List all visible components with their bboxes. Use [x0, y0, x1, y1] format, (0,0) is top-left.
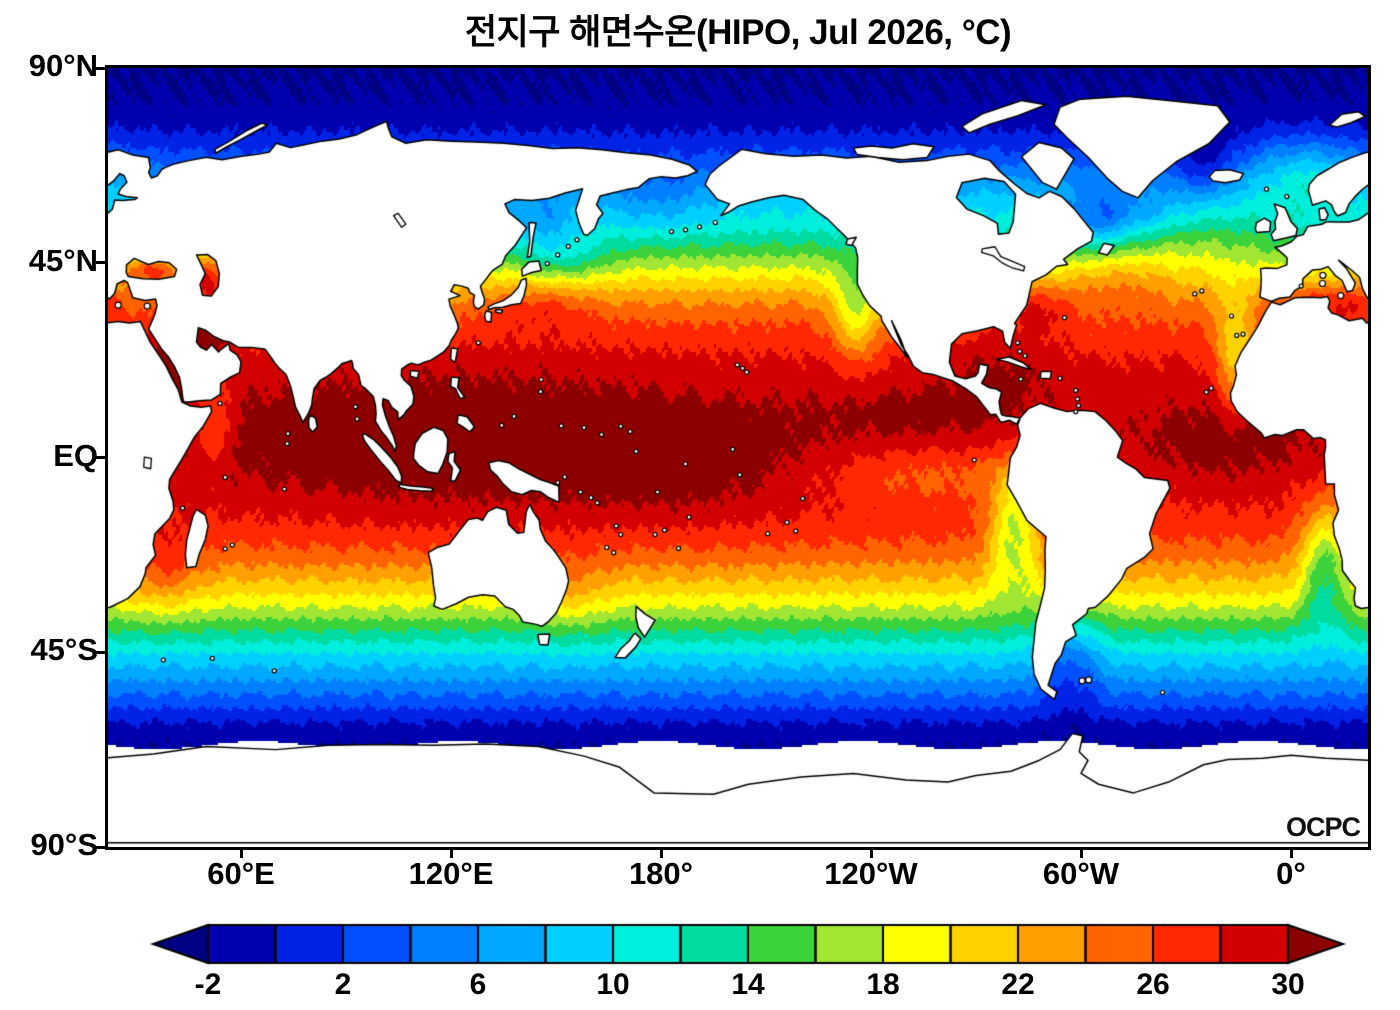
watermark-logo: OCPC	[1285, 812, 1361, 843]
lat-axis-tick	[96, 261, 105, 265]
lon-tick-label: 60°W	[1042, 856, 1120, 891]
chart-title: 전지구 해면수온(HIPO, Jul 2026, °C)	[464, 13, 1012, 52]
lon-tick-label: 180°	[628, 856, 694, 891]
lat-tick-label: 45°N	[28, 242, 98, 278]
lon-axis-tick	[239, 848, 243, 858]
colorbar-tick-label: 6	[469, 968, 487, 1001]
lon-axis-tick	[869, 848, 873, 858]
lat-axis-tick	[96, 66, 105, 70]
lat-tick-label: 90°N	[28, 48, 98, 83]
colorbar	[108, 922, 1368, 966]
lon-tick-label: 120°E	[408, 856, 494, 891]
lat-axis-tick	[96, 650, 105, 654]
colorbar-tick-label: 26	[1136, 968, 1170, 1001]
colorbar-tick-label: 2	[334, 968, 352, 1001]
watermark-text: OCPC	[1285, 812, 1361, 842]
lat-axis-tick	[96, 456, 105, 459]
lat-tick-label: EQ	[53, 437, 98, 473]
lon-tick-label: 60°E	[207, 856, 275, 891]
map-plot-area: OCPC	[105, 65, 1371, 850]
lon-tick-label: 120°W	[824, 856, 918, 891]
colorbar-tick-label: -2	[194, 968, 222, 1001]
lat-tick-label: 45°S	[30, 632, 98, 668]
colorbar-tick-label: 30	[1271, 968, 1305, 1001]
colorbar-tick-label: 10	[596, 968, 630, 1001]
lat-tick-label: 90°S	[30, 827, 98, 862]
lon-tick-label: 0°	[1276, 856, 1306, 891]
lon-axis-tick	[449, 848, 453, 858]
sst-map-canvas	[108, 68, 1368, 847]
lon-axis-tick	[1079, 848, 1083, 858]
lat-axis-tick	[96, 845, 105, 849]
colorbar-tick-label: 22	[1001, 968, 1035, 1001]
colorbar-tick-label: 14	[731, 968, 765, 1001]
lon-axis-tick	[659, 848, 663, 858]
colorbar-tick-label: 18	[866, 968, 900, 1001]
lon-axis-tick	[1289, 848, 1293, 858]
